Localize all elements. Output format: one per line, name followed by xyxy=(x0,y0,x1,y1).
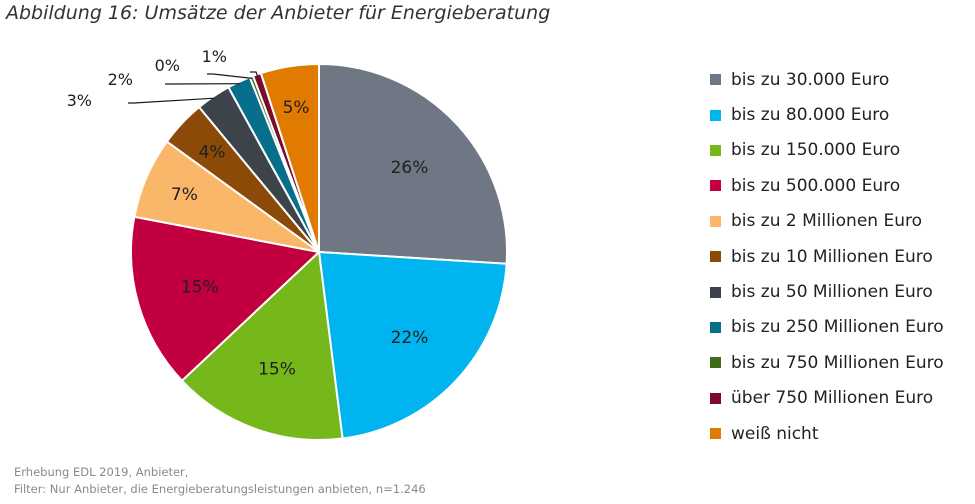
legend-swatch xyxy=(710,109,721,121)
pie-slice-bis-zu-500-000-euro xyxy=(130,215,322,383)
footnote-line-2: Filter: Nur Anbieter, die Energieberatun… xyxy=(14,482,426,496)
legend-label: bis zu 750 Millionen Euro xyxy=(731,352,944,373)
legend-label: bis zu 2 Millionen Euro xyxy=(731,211,923,232)
slice-label-bis-zu-50-millionen-euro: 3% xyxy=(67,91,92,110)
footnote: Erhebung EDL 2019, Anbieter, Filter: Nur… xyxy=(14,464,426,498)
legend-swatch xyxy=(710,215,721,227)
slice-label-bis-zu-2-millionen-euro: 7% xyxy=(171,185,198,205)
chart-title: Abbildung 16: Umsätze der Anbieter für E… xyxy=(6,2,551,24)
legend-item-bis-zu-30-000-euro: bis zu 30.000 Euro xyxy=(710,62,944,97)
leader-line-ueber-750-millionen-euro xyxy=(250,71,259,77)
legend-item-bis-zu-10-millionen-euro: bis zu 10 Millionen Euro xyxy=(710,239,944,274)
slice-label-bis-zu-30-000-euro: 26% xyxy=(391,158,429,178)
legend-swatch xyxy=(710,357,721,369)
pie-slice-bis-zu-80-000-euro xyxy=(317,250,508,440)
legend-label: bis zu 250 Millionen Euro xyxy=(731,317,944,338)
footnote-line-1: Erhebung EDL 2019, Anbieter, xyxy=(14,465,189,479)
legend-swatch xyxy=(710,392,721,404)
legend-swatch xyxy=(710,251,721,263)
legend-label: bis zu 50 Millionen Euro xyxy=(731,282,933,303)
legend-label: bis zu 80.000 Euro xyxy=(731,105,890,126)
slice-label-bis-zu-150-000-euro: 15% xyxy=(258,360,296,380)
slice-label-bis-zu-500-000-euro: 15% xyxy=(181,278,219,298)
legend-item-bis-zu-750-millionen-euro: bis zu 750 Millionen Euro xyxy=(710,345,944,380)
legend-item-bis-zu-500-000-euro: bis zu 500.000 Euro xyxy=(710,168,944,203)
legend-swatch xyxy=(710,286,721,298)
slice-label-bis-zu-750-millionen-euro: 0% xyxy=(155,56,180,75)
legend-item-bis-zu-50-millionen-euro: bis zu 50 Millionen Euro xyxy=(710,274,944,309)
legend-item-ueber-750-millionen-euro: über 750 Millionen Euro xyxy=(710,381,944,416)
legend-swatch xyxy=(710,180,721,192)
legend-item-bis-zu-250-millionen-euro: bis zu 250 Millionen Euro xyxy=(710,310,944,345)
legend-swatch xyxy=(710,74,721,86)
legend-item-bis-zu-80-000-euro: bis zu 80.000 Euro xyxy=(710,97,944,132)
legend-label: bis zu 10 Millionen Euro xyxy=(731,246,933,267)
pie-slice-weiss-nicht xyxy=(259,62,320,253)
legend-label: über 750 Millionen Euro xyxy=(731,388,934,409)
legend-label: bis zu 30.000 Euro xyxy=(731,69,890,90)
legend-item-bis-zu-150-000-euro: bis zu 150.000 Euro xyxy=(710,133,944,168)
pie-slice-bis-zu-30-000-euro xyxy=(318,62,508,265)
legend-item-weiss-nicht: weiß nicht xyxy=(710,416,944,451)
legend-item-bis-zu-2-millionen-euro: bis zu 2 Millionen Euro xyxy=(710,204,944,239)
leader-line-bis-zu-750-millionen-euro xyxy=(207,73,253,79)
chart-legend: bis zu 30.000 Euro bis zu 80.000 Euro bis … xyxy=(710,62,944,451)
legend-swatch xyxy=(710,428,721,440)
slice-label-bis-zu-250-millionen-euro: 2% xyxy=(108,70,133,89)
legend-label: weiß nicht xyxy=(731,423,819,444)
leader-line-bis-zu-50-millionen-euro xyxy=(128,97,215,104)
legend-swatch xyxy=(710,144,721,156)
slice-label-bis-zu-80-000-euro: 22% xyxy=(391,328,429,348)
legend-swatch xyxy=(710,321,721,333)
pie-slice-bis-zu-150-000-euro xyxy=(180,249,344,441)
slice-label-weiss-nicht: 5% xyxy=(283,98,310,118)
legend-label: bis zu 150.000 Euro xyxy=(731,140,901,161)
legend-label: bis zu 500.000 Euro xyxy=(731,175,901,196)
slice-label-ueber-750-millionen-euro: 1% xyxy=(202,47,227,66)
slice-label-bis-zu-10-millionen-euro: 4% xyxy=(199,143,226,163)
